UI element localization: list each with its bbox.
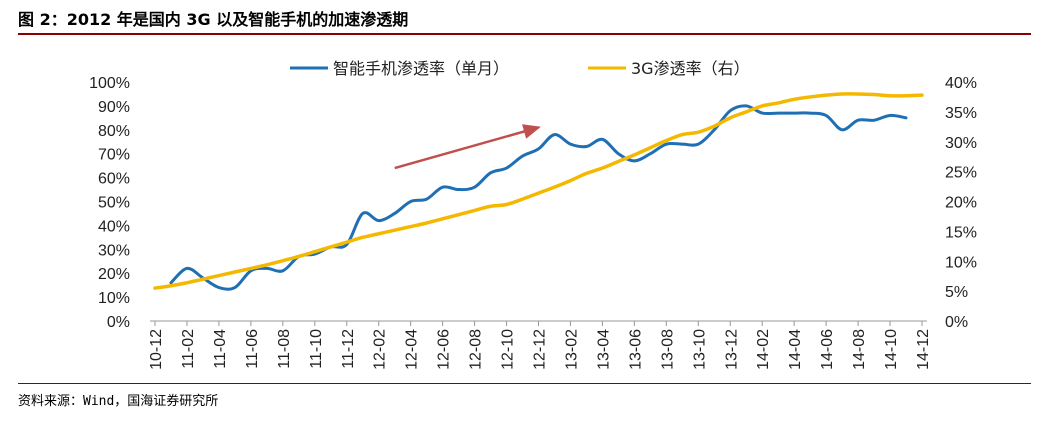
y-left-tick-label: 0% xyxy=(107,314,130,331)
y-right-tick-label: 25% xyxy=(945,165,977,182)
y-right-tick-label: 0% xyxy=(945,314,968,331)
y-right-tick-label: 40% xyxy=(945,75,977,92)
chart-legend: 智能手机渗透率（单月） 3G渗透率（右） xyxy=(290,59,750,78)
y-left-tick-label: 80% xyxy=(98,123,130,140)
y-left-tick-label: 20% xyxy=(98,266,130,283)
y-left-tick-label: 100% xyxy=(89,75,130,92)
source-note: 资料来源：Wind，国海证券研究所 xyxy=(18,394,219,409)
series-line-smartphone xyxy=(169,104,908,291)
x-tick-label: 14-12 xyxy=(915,329,932,370)
y-left-tick-label: 30% xyxy=(98,242,130,259)
x-tick-label: 13-12 xyxy=(723,329,740,370)
x-tick-label: 13-04 xyxy=(595,329,612,370)
x-tick-label: 11-06 xyxy=(244,329,261,369)
x-tick-label: 11-02 xyxy=(180,329,197,369)
title-rule xyxy=(18,33,1031,35)
x-tick-label: 11-12 xyxy=(340,329,357,369)
y-left-tick-label: 60% xyxy=(98,171,130,188)
x-tick-label: 13-02 xyxy=(563,329,580,370)
x-tick-label: 11-04 xyxy=(212,329,229,369)
y-right-tick-label: 35% xyxy=(945,105,977,122)
chart-axes: 0% 10% 20% 30% 40% 50% 60% 70% 80% 90% 100% 0% 5% 10%… xyxy=(89,75,977,370)
x-tick-label: 14-08 xyxy=(851,329,868,370)
y-right-tick-label: 20% xyxy=(945,195,977,212)
x-tick-label: 12-08 xyxy=(468,329,485,370)
y-right-tick-label: 30% xyxy=(945,135,977,152)
x-tick-label: 10-12 xyxy=(148,329,165,370)
chart-lines xyxy=(153,92,924,291)
y-right-tick-label: 5% xyxy=(945,284,968,301)
x-tick-label: 14-02 xyxy=(755,329,772,370)
y-left-tick-label: 70% xyxy=(98,147,130,164)
x-tick-label: 14-04 xyxy=(787,329,804,370)
y-right-tick-label: 10% xyxy=(945,254,977,271)
y-left-tick-label: 40% xyxy=(98,218,130,235)
series-line-3g xyxy=(153,92,924,290)
x-tick-label: 13-06 xyxy=(627,329,644,370)
x-tick-label: 12-02 xyxy=(372,329,389,370)
legend-label-smartphone: 智能手机渗透率（单月） xyxy=(333,59,509,78)
x-tick-label: 13-08 xyxy=(659,329,676,370)
x-tick-label: 14-06 xyxy=(819,329,836,370)
x-tick-label: 13-10 xyxy=(691,329,708,370)
legend-label-3g: 3G渗透率（右） xyxy=(631,59,750,78)
x-tick-label: 14-10 xyxy=(883,329,900,370)
x-tick-label: 12-06 xyxy=(436,329,453,370)
x-tick-label: 12-04 xyxy=(404,329,421,370)
trend-arrow xyxy=(394,124,541,170)
x-tick-label: 12-10 xyxy=(500,329,517,370)
x-tick-label: 11-10 xyxy=(308,329,325,369)
x-tick-label: 11-08 xyxy=(276,329,293,369)
figure-title: 图 2：2012 年是国内 3G 以及智能手机的加速渗透期 xyxy=(18,10,409,29)
y-right-tick-label: 15% xyxy=(945,224,977,241)
source-rule xyxy=(18,383,1031,384)
y-left-tick-label: 50% xyxy=(98,195,130,212)
y-left-tick-label: 90% xyxy=(98,99,130,116)
x-tick-label: 12-12 xyxy=(532,329,549,370)
y-left-tick-label: 10% xyxy=(98,290,130,307)
